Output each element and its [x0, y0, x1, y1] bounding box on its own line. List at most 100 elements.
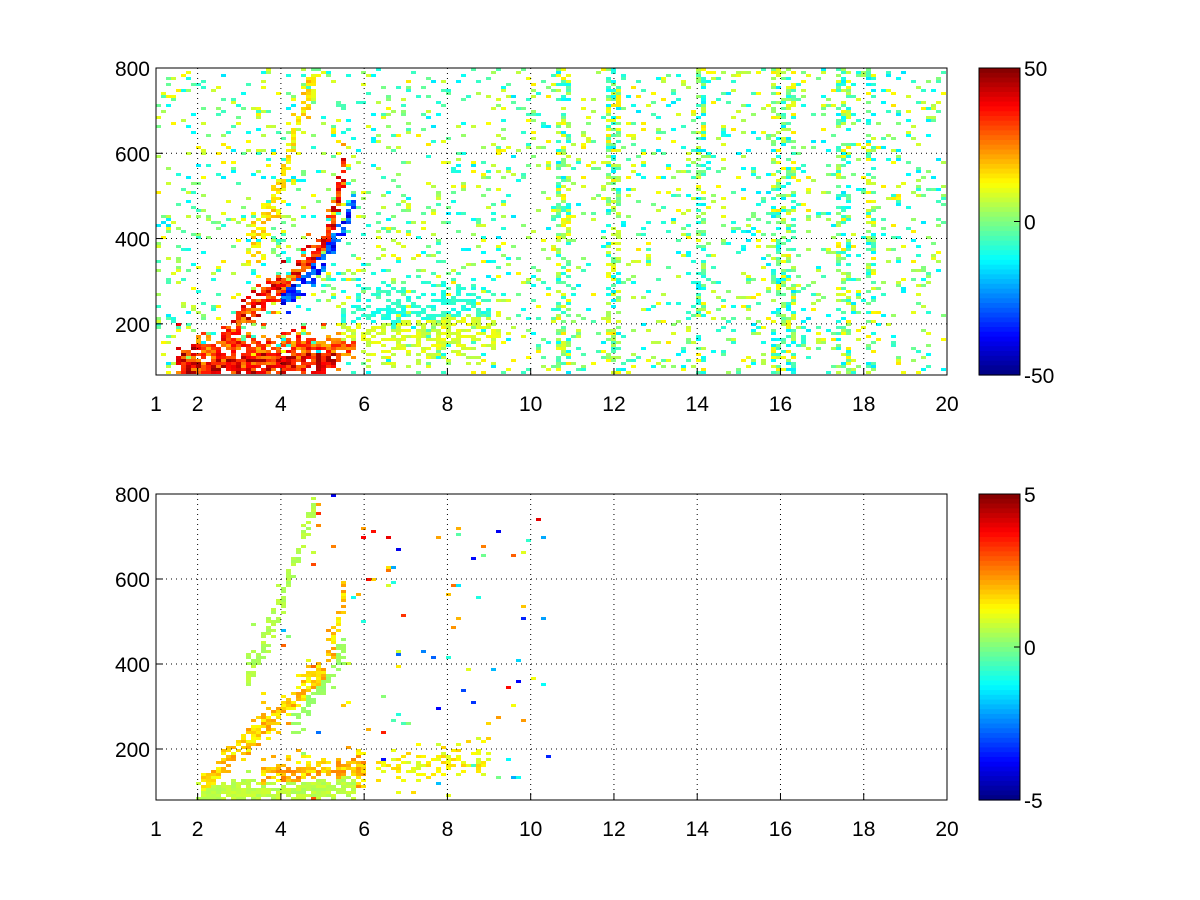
heat-cell	[286, 569, 291, 572]
heat-cell	[351, 347, 356, 350]
heat-cell	[866, 215, 871, 218]
heat-cell	[586, 308, 591, 311]
heat-cell	[426, 335, 431, 338]
heat-cell	[336, 182, 341, 185]
heat-cell	[436, 203, 441, 206]
colorbar-swatch	[979, 144, 1020, 151]
heat-cell	[871, 209, 876, 212]
heat-cell	[561, 293, 566, 296]
heat-cell	[921, 305, 926, 308]
heat-cell	[856, 254, 861, 257]
heat-cell	[281, 137, 286, 140]
heat-cell	[561, 149, 566, 152]
colorbar-swatch	[979, 216, 1020, 223]
heat-cell	[381, 314, 386, 317]
heat-cell	[726, 320, 731, 323]
heat-cell	[386, 227, 391, 230]
heat-cell	[301, 683, 306, 686]
heat-cell	[791, 200, 796, 203]
heat-cell	[496, 68, 501, 71]
heat-cell	[556, 329, 561, 332]
heat-cell	[421, 755, 426, 758]
heat-cell	[246, 311, 251, 314]
heat-cell	[781, 77, 786, 80]
heat-cell	[301, 674, 306, 677]
heat-cell	[736, 251, 741, 254]
heat-cell	[836, 293, 841, 296]
heat-cell	[751, 323, 756, 326]
heat-cell	[826, 371, 831, 374]
heat-cell	[296, 272, 301, 275]
heat-cell	[371, 578, 376, 581]
heat-cell	[286, 713, 291, 716]
heat-cell	[371, 272, 376, 275]
heat-cell	[311, 245, 316, 248]
heat-cell	[926, 188, 931, 191]
heat-cell	[401, 245, 406, 248]
heat-cell	[461, 344, 466, 347]
heat-cell	[851, 368, 856, 371]
heat-cell	[836, 221, 841, 224]
heat-cell	[696, 173, 701, 176]
heat-cell	[756, 326, 761, 329]
heat-cell	[641, 296, 646, 299]
heat-cell	[601, 161, 606, 164]
heat-cell	[561, 158, 566, 161]
heat-cell	[761, 278, 766, 281]
heat-cell	[561, 257, 566, 260]
heat-cell	[361, 215, 366, 218]
heat-cell	[306, 116, 311, 119]
heat-cell	[356, 308, 361, 311]
heat-cell	[721, 92, 726, 95]
heat-cell	[476, 314, 481, 317]
heat-cell	[206, 350, 211, 353]
heat-cell	[556, 365, 561, 368]
colorbar-tick-label: 50	[1024, 58, 1047, 81]
heat-cell	[931, 254, 936, 257]
heat-cell	[921, 284, 926, 287]
heat-cell	[606, 245, 611, 248]
heat-cell	[201, 122, 206, 125]
colorbar-swatch	[979, 685, 1020, 691]
heat-cell	[606, 143, 611, 146]
heat-cell	[796, 290, 801, 293]
heat-cell	[371, 320, 376, 323]
heat-cell	[826, 173, 831, 176]
heat-cell	[256, 239, 261, 242]
heat-cell	[281, 707, 286, 710]
heat-cell	[686, 86, 691, 89]
heat-cell	[311, 791, 316, 794]
heat-cell	[331, 221, 336, 224]
heat-cell	[611, 341, 616, 344]
heat-cell	[216, 317, 221, 320]
heat-cell	[571, 287, 576, 290]
heat-cell	[921, 176, 926, 179]
heat-cell	[301, 179, 306, 182]
heat-cell	[436, 260, 441, 263]
heat-cell	[301, 323, 306, 326]
heat-cell	[336, 332, 341, 335]
heat-cell	[701, 308, 706, 311]
heat-cell	[321, 677, 326, 680]
heat-cell	[626, 95, 631, 98]
heat-cell	[551, 320, 556, 323]
heat-cell	[876, 206, 881, 209]
heat-cell	[771, 245, 776, 248]
heat-cell	[601, 116, 606, 119]
heat-cell	[566, 221, 571, 224]
heat-cell	[591, 362, 596, 365]
heat-cell	[416, 359, 421, 362]
heat-cell	[326, 236, 331, 239]
heat-cell	[216, 341, 221, 344]
heat-cell	[606, 203, 611, 206]
heat-cell	[206, 236, 211, 239]
heat-cell	[276, 272, 281, 275]
heat-cell	[386, 230, 391, 233]
heat-cell	[331, 353, 336, 356]
heat-cell	[331, 359, 336, 362]
heat-cell	[241, 92, 246, 95]
heat-cell	[326, 659, 331, 662]
heat-cell	[456, 353, 461, 356]
heat-cell	[751, 167, 756, 170]
heat-cell	[261, 719, 266, 722]
